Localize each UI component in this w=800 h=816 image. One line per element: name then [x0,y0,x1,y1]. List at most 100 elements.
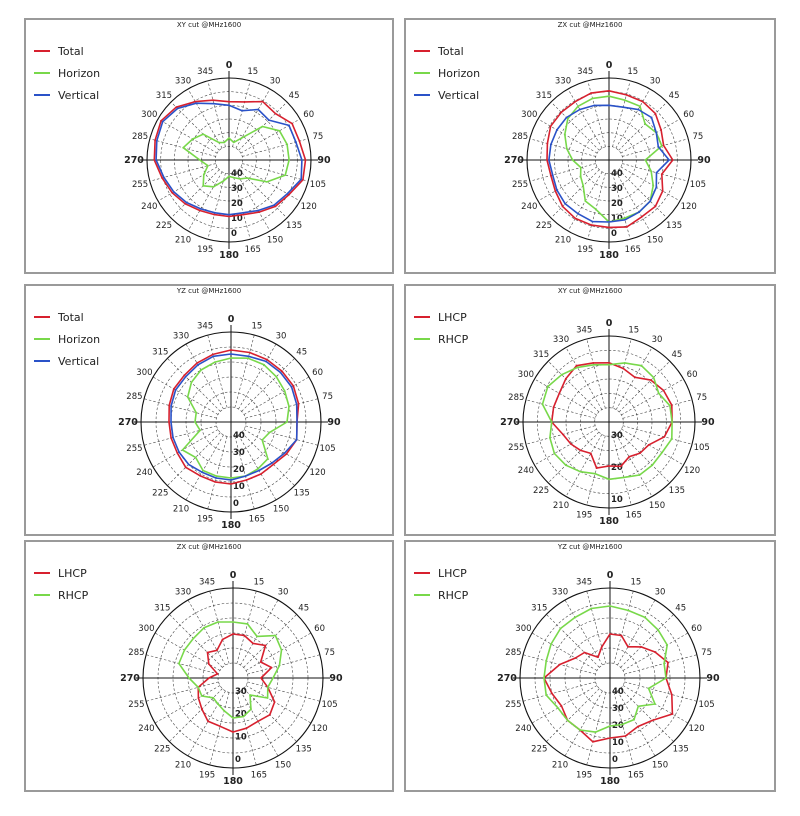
grid-spoke [537,166,598,202]
angle-tick-label: 210 [553,501,569,511]
grid-spoke [187,171,223,232]
legend-swatch [34,338,50,340]
data-point [201,471,203,474]
angle-tick-label: 240 [141,202,157,212]
legend-item-rhcp: RHCP [414,584,468,606]
chart-title: XY cut @MHz1600 [557,287,623,295]
angle-tick-label: 90 [327,417,341,428]
legend-swatch [414,50,430,52]
data-point [228,137,230,139]
data-point [217,703,219,705]
grid-spoke [564,599,603,666]
data-point [647,687,650,690]
data-point [190,381,193,384]
grid-spoke [534,378,597,416]
data-point [246,623,249,625]
data-point [591,220,594,223]
data-point [194,421,196,423]
legend: Total Horizon Vertical [34,306,100,372]
legend-item-vertical: Vertical [34,84,100,106]
legend-item-rhcp: RHCP [34,584,88,606]
angle-tick-label: 135 [673,745,689,755]
angle-tick-label: 30 [276,331,287,341]
angle-tick-label: 345 [199,577,215,587]
data-point [620,634,623,637]
angle-tick-label: 210 [173,505,189,515]
legend-item-total: Total [34,40,100,62]
angle-tick-label: 60 [312,368,323,378]
angle-tick-label: 255 [508,443,524,453]
chart-panel-zx-polarization: ZX cut @MHz1600 0 15 30 45 60 75 90 105 120 135 15… [24,540,394,792]
grid-spoke [152,429,219,468]
data-point [608,95,610,98]
data-point [669,404,671,407]
series-line-rhcp [541,362,673,481]
data-point [184,375,187,378]
radial-scale-label: 10 [235,732,247,742]
angle-tick-label: 60 [687,370,698,380]
grid-spoke [238,343,277,410]
angle-tick-label: 210 [175,761,191,771]
angle-tick-label: 180 [599,250,619,261]
data-point [554,190,557,192]
angle-tick-label: 300 [141,110,157,120]
data-point [257,720,259,723]
data-point [302,178,304,181]
data-point [243,101,246,103]
angle-tick-label: 15 [630,577,641,587]
chart-title: YZ cut @MHz1600 [176,287,242,295]
data-point [625,94,628,96]
angle-tick-label: 315 [533,350,549,360]
series-line-rhcp [543,605,669,733]
grid-spoke [207,334,228,408]
legend-item-lhcp: LHCP [414,562,468,584]
radial-scale-label: 10 [231,214,243,224]
grid-spoke [565,434,603,497]
data-point [579,729,581,731]
grid-spoke [612,80,631,147]
data-point [608,221,610,223]
data-point [172,388,175,390]
data-point [665,677,667,679]
angle-tick-label: 105 [690,180,706,190]
data-point [594,472,597,475]
data-point [558,392,561,395]
data-point [174,389,177,391]
data-point [242,213,245,216]
data-point [608,465,610,467]
data-point [274,205,277,208]
angle-tick-label: 135 [666,221,682,231]
data-point [246,177,248,179]
data-point [212,696,215,699]
angle-tick-label: 315 [156,91,172,101]
polar-chart-zx-polarization: 0 15 30 45 60 75 90 105 120 135 150 165 180 195 210 225… [120,570,343,787]
legend-label: Horizon [438,66,481,80]
angle-tick-label: 315 [536,91,552,101]
data-point [268,713,271,716]
data-point [178,662,180,665]
data-point [228,175,230,178]
data-point [288,124,290,127]
data-point [574,100,577,103]
data-point [218,141,220,144]
data-point [285,453,288,455]
data-point [670,437,673,440]
series-line-total [546,90,674,229]
grid-spoke [621,378,684,416]
radial-scale-label: 10 [611,495,623,505]
data-point [662,144,665,147]
angle-tick-label: 165 [251,771,267,781]
data-point [256,635,258,638]
data-point [230,349,232,351]
angle-tick-label: 180 [221,520,241,531]
legend-item-horizon: Horizon [34,62,100,84]
grid-spoke [242,163,309,182]
data-point [270,666,273,669]
data-point [579,175,582,178]
data-point [576,366,579,369]
grid-spoke [241,358,295,412]
grid-spoke [236,590,257,664]
angle-tick-label: 300 [138,624,154,634]
grid-spoke [169,688,223,742]
